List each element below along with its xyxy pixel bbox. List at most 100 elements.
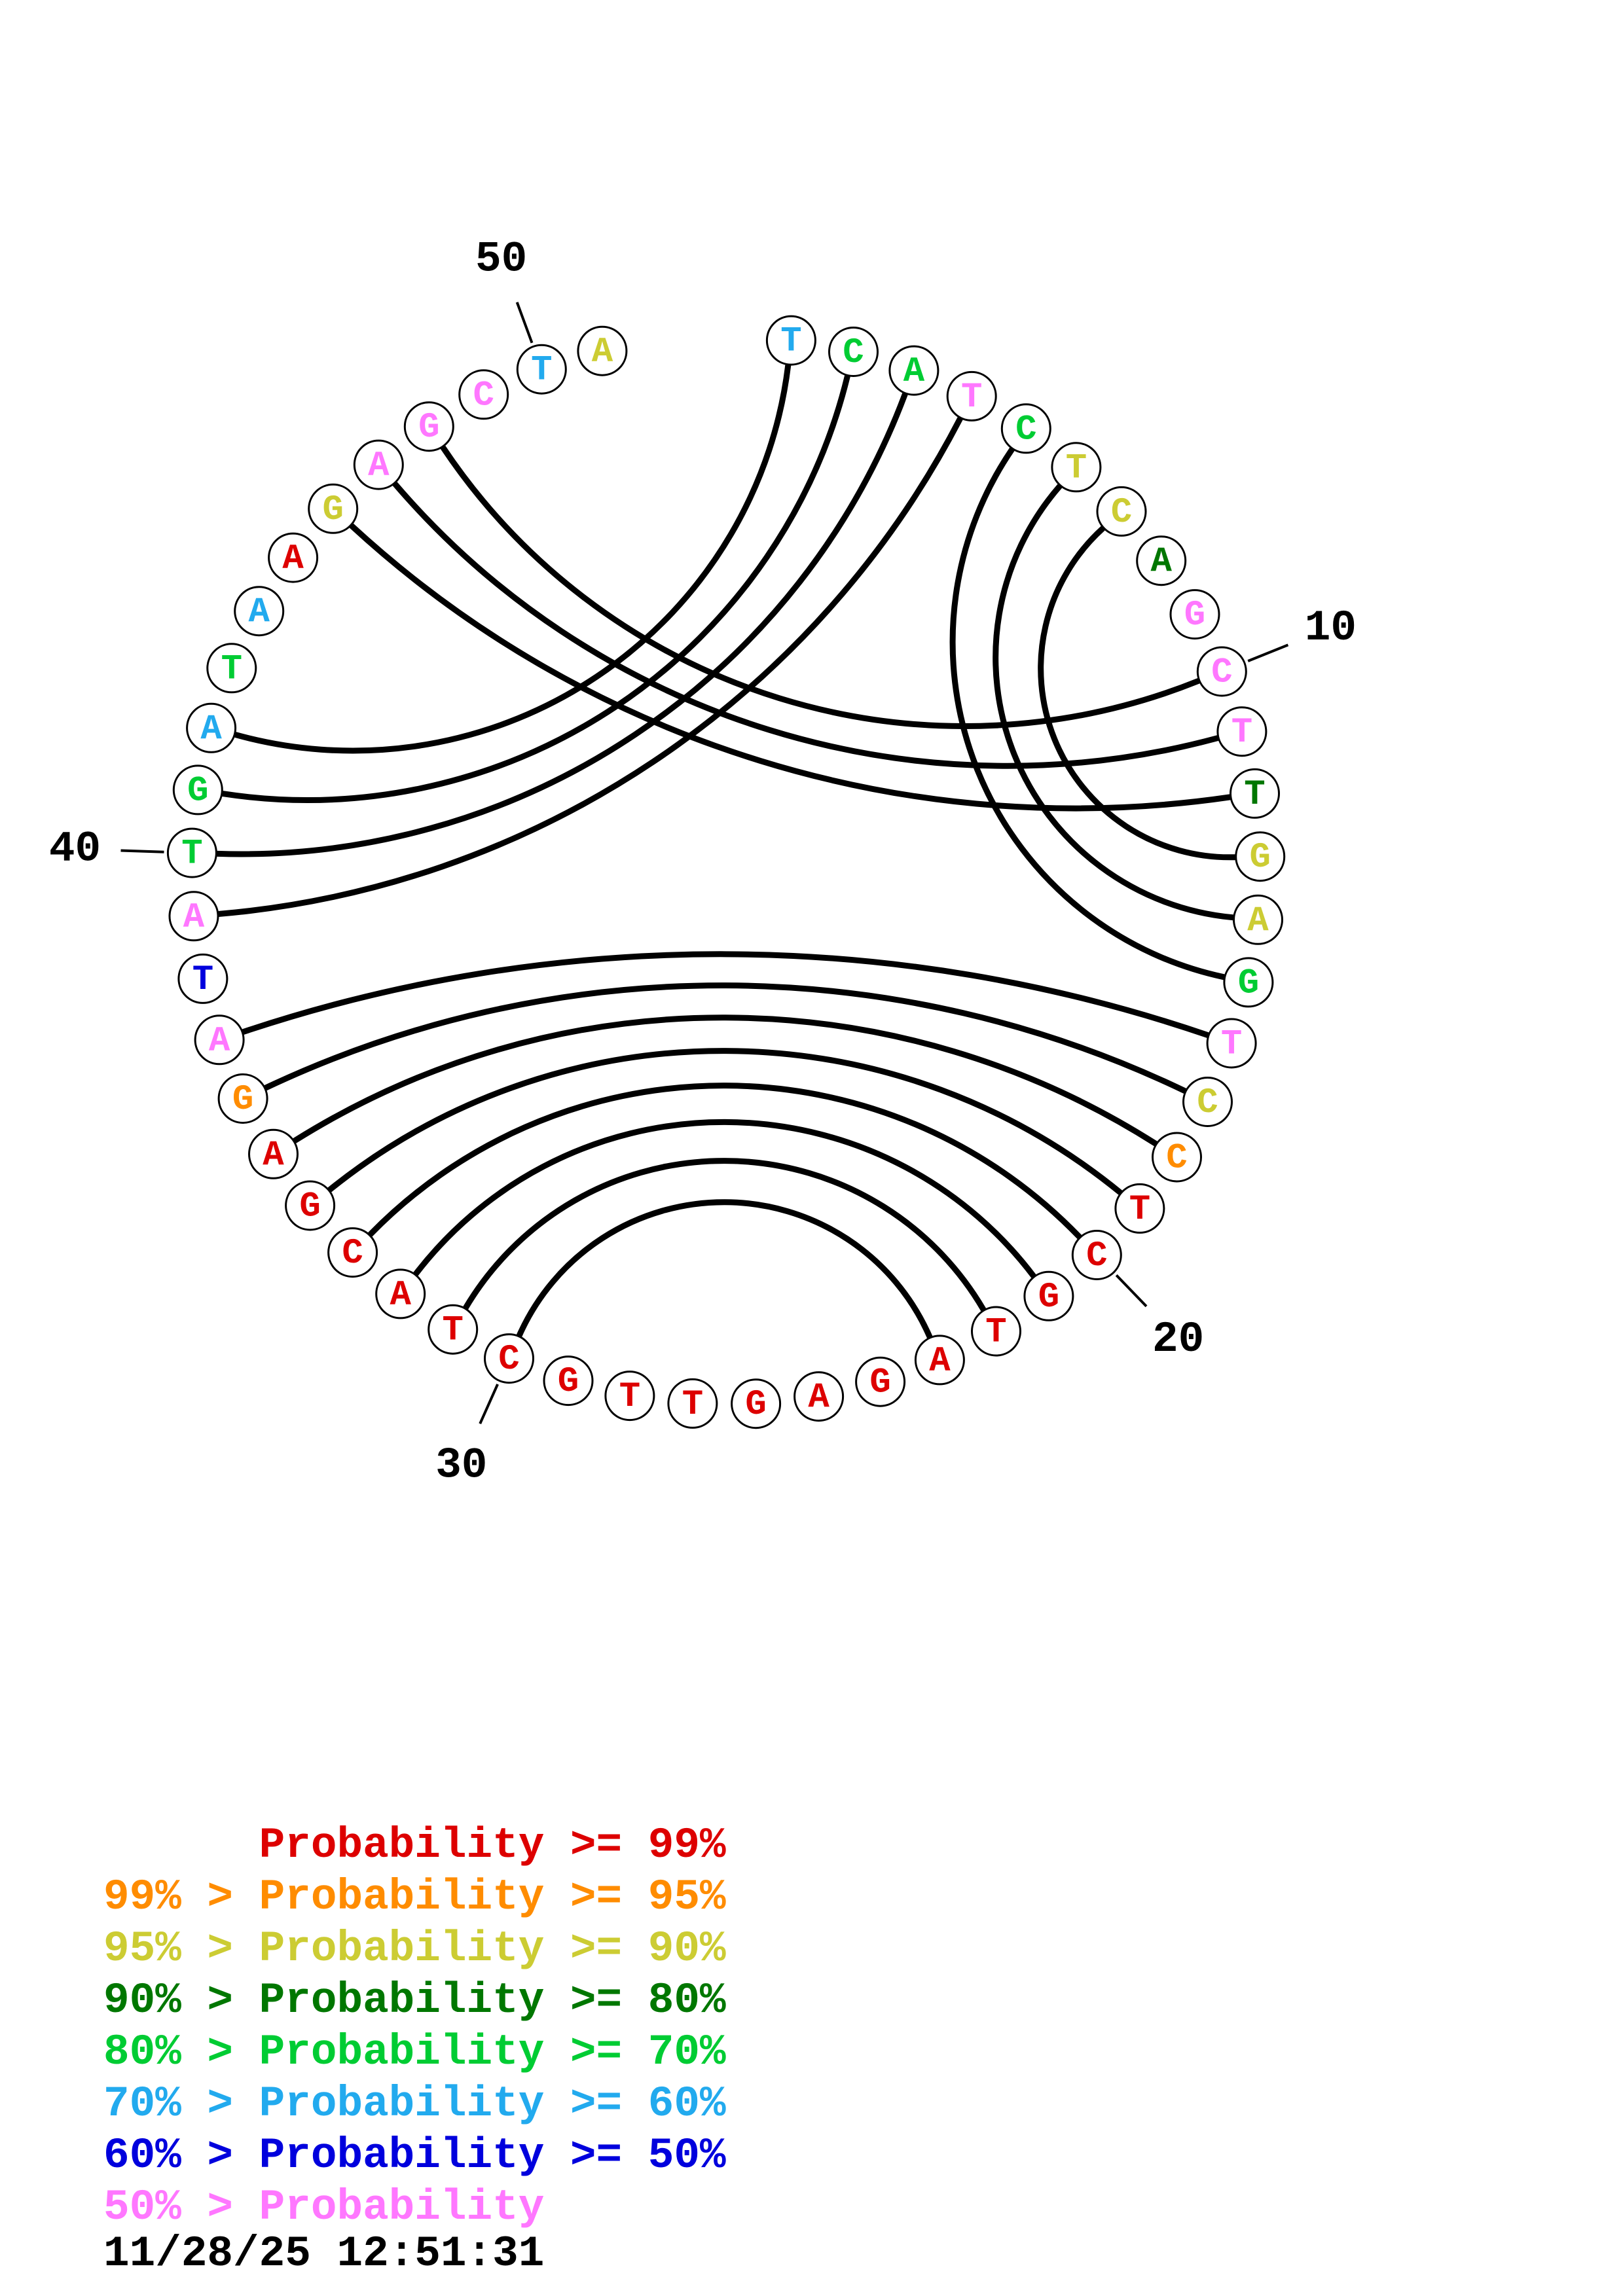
pair-arc (240, 951, 1211, 1038)
nucleotide-circle (1114, 1183, 1165, 1234)
probability-legend: Probability >= 99% 99% > Probability >= 9… (103, 1820, 726, 2233)
nucleotide-circle (327, 1227, 378, 1278)
tick-label: 10 (1305, 603, 1357, 653)
nucleotide-circle (765, 315, 816, 366)
nucleotide-letter: A (390, 1275, 411, 1315)
nucleotide-circle (793, 1371, 845, 1422)
nucleotide-letter: T (1244, 775, 1265, 815)
nucleotide-letter: G (299, 1187, 320, 1227)
nucleotide-circle (1023, 1270, 1074, 1321)
legend-item: 95% > Probability >= 90% (103, 1924, 726, 1973)
nucleotide-letter: G (1184, 596, 1205, 636)
nucleotide-letter: C (498, 1340, 519, 1380)
nucleotide-letter: C (1166, 1139, 1187, 1179)
nucleotide-letter: A (200, 709, 222, 749)
nucleotide-letter: G (322, 490, 343, 530)
legend-item: 50% > Probability (103, 2183, 545, 2232)
nucleotide-letter: G (232, 1080, 253, 1120)
nucleotide-letter: G (869, 1363, 890, 1403)
nucleotide-letter: G (1238, 963, 1259, 1003)
nucleotide-circle (285, 1180, 336, 1231)
pair-arc (216, 416, 963, 917)
nucleotide-circle (1235, 831, 1286, 882)
nucleotide-letter: T (181, 834, 202, 874)
pair-arc (367, 1083, 1082, 1240)
nucleotide-circle (194, 1014, 245, 1066)
nucleotide-letter: A (368, 446, 390, 486)
nucleotide-letter: G (745, 1385, 766, 1425)
legend-item: 99% > Probability >= 95% (103, 1873, 726, 1922)
nucleotide-circle (914, 1335, 965, 1386)
nucleotide-letter: A (209, 1021, 230, 1061)
pair-arc (1038, 526, 1238, 861)
nucleotide-circle (667, 1378, 718, 1429)
tick-label: 30 (435, 1441, 487, 1490)
legend-item: 90% > Probability >= 80% (103, 1976, 726, 2025)
nucleotide-letter: T (780, 322, 801, 362)
nucleotide-letter: T (192, 960, 213, 1000)
tick-line (515, 302, 534, 344)
tick-label: 40 (49, 825, 101, 874)
nucleotide-circle (248, 1128, 299, 1179)
nucleotide-letter: T (619, 1377, 640, 1417)
pair-arc (263, 982, 1188, 1094)
nucleotide-letter: T (961, 378, 982, 418)
nucleotide-circle (1152, 1132, 1202, 1183)
nucleotide-letter: A (903, 352, 925, 392)
pair-arc (232, 363, 792, 754)
nucleotide-circle (516, 344, 567, 395)
nucleotide-letter: T (1129, 1190, 1150, 1230)
nucleotide-letter: C (1086, 1236, 1107, 1276)
pair-arc (412, 1119, 1036, 1279)
nucleotide-letter: C (1111, 493, 1132, 533)
legend-item: 60% > Probability >= 50% (103, 2131, 726, 2180)
nucleotide-letter: A (929, 1341, 951, 1381)
nucleotide-circle (166, 827, 217, 878)
tick-label: 50 (475, 235, 527, 284)
nucleotide-circle (206, 643, 257, 694)
nucleotide-letter: A (808, 1378, 830, 1418)
nucleotide-letter: A (263, 1136, 284, 1175)
nucleotide-letter: C (342, 1234, 363, 1274)
nucleotide-circle (484, 1333, 534, 1384)
nucleotide-circle (1206, 1018, 1257, 1069)
nucleotide-letter: T (1221, 1025, 1242, 1065)
pair-arc (392, 481, 1220, 769)
tick-line (120, 849, 164, 853)
pair-arc (292, 1014, 1159, 1147)
nucleotide-circle (888, 345, 939, 396)
tick-line (1247, 643, 1289, 662)
pair-arc (516, 1199, 933, 1340)
nucleotide-letter: G (1038, 1278, 1059, 1318)
nucleotide-letter: A (1150, 542, 1172, 582)
nucleotide-circle (1182, 1077, 1233, 1127)
nucleotide-circle (1196, 646, 1247, 697)
nucleotide-letter: A (1247, 901, 1269, 941)
nucleotide-circle (353, 439, 404, 490)
nucleotide-letter: G (558, 1362, 579, 1402)
nucleotide-circle (428, 1304, 479, 1355)
legend-item: 70% > Probability >= 60% (103, 2079, 726, 2128)
nucleotide-letter: C (473, 376, 494, 416)
nucleotide-circle (1071, 1230, 1122, 1280)
nucleotide-letter: G (187, 771, 208, 811)
nucleotide-circle (604, 1371, 655, 1422)
pair-arc (327, 1048, 1123, 1196)
nucleotide-letter: A (282, 539, 304, 579)
tick-label: 20 (1152, 1315, 1204, 1364)
nucleotide-letter: T (1231, 713, 1252, 753)
nucleotide-letter: C (1211, 653, 1232, 693)
nucleotide-letter: A (592, 332, 613, 372)
legend-item: Probability >= 99% (103, 1821, 726, 1870)
nucleotide-letter: T (221, 649, 242, 689)
nucleotide-letter: T (531, 351, 552, 391)
nucleotide-circle (217, 1073, 268, 1124)
pair-arc (993, 483, 1236, 921)
nucleotide-circle (1230, 768, 1280, 819)
nucleotide-circle (308, 483, 359, 534)
nucleotide-circle (1223, 957, 1274, 1008)
nucleotide-circle (458, 369, 509, 420)
nucleotide-letter: C (843, 333, 864, 373)
pair-arc (440, 444, 1201, 729)
